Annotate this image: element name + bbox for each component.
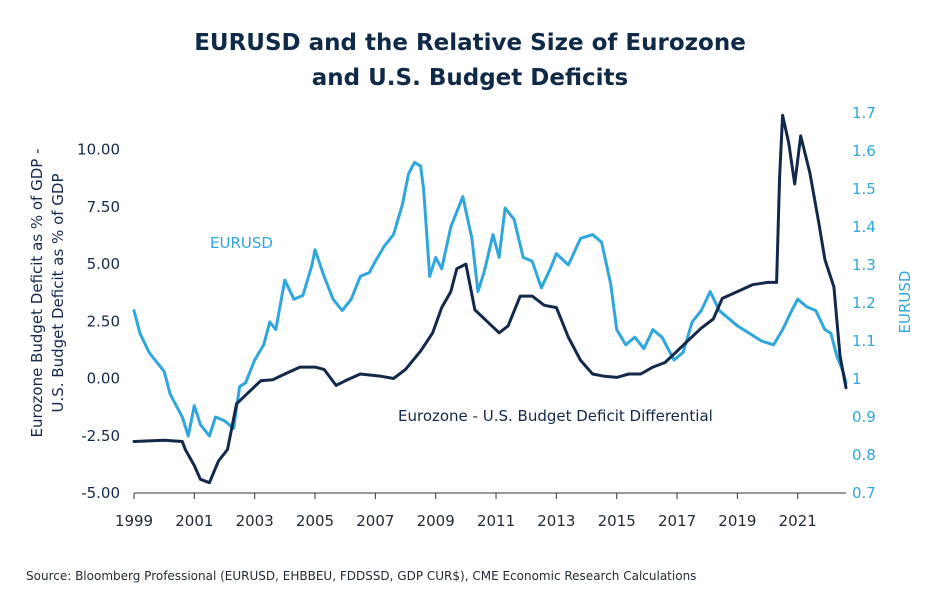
left-axis-tick-label: 10.00	[77, 141, 120, 159]
right-axis-tick-label: 1.3	[852, 256, 876, 274]
differential-series-label: Eurozone - U.S. Budget Deficit Different…	[398, 407, 713, 425]
right-axis-tick-label: 1	[852, 370, 862, 388]
right-axis-tick-label: 1.5	[852, 180, 876, 198]
eurusd-series-label: EURUSD	[210, 234, 273, 252]
x-tick-label: 2019	[718, 512, 756, 530]
x-tick-label: 1999	[115, 512, 153, 530]
x-tick-label: 2015	[598, 512, 636, 530]
series-line-eurusd	[132, 160, 848, 438]
right-axis-tick-label: 1.6	[852, 142, 876, 160]
x-tick-label: 2017	[658, 512, 696, 530]
left-axis-title: U.S. Budget Deficit as % of GDP	[49, 173, 67, 412]
series-line-differential	[132, 113, 848, 485]
x-tick-label: 2003	[236, 512, 274, 530]
x-tick-label: 2009	[417, 512, 455, 530]
right-axis-tick-label: 1.2	[852, 294, 876, 312]
left-axis-title: Eurozone Budget Deficit as % of GDP -	[28, 149, 46, 438]
x-tick-label: 2005	[296, 512, 334, 530]
left-axis-tick-label: 7.50	[87, 198, 120, 216]
x-tick-label: 2011	[477, 512, 515, 530]
chart-title-line-1: EURUSD and the Relative Size of Eurozone	[194, 30, 746, 56]
chart-title-line-2: and U.S. Budget Deficits	[311, 65, 629, 91]
source-note: Source: Bloomberg Professional (EURUSD, …	[26, 569, 697, 583]
right-axis-tick-label: 1.4	[852, 218, 876, 236]
left-axis-tick-label: -2.50	[81, 427, 120, 445]
left-axis-tick-label: 0.00	[87, 370, 120, 388]
left-axis-tick-label: 5.00	[87, 255, 120, 273]
left-axis-tick-label: 2.50	[87, 312, 120, 330]
x-tick-label: 2021	[779, 512, 817, 530]
right-axis-tick-label: 0.7	[852, 484, 876, 502]
x-tick-label: 2013	[537, 512, 575, 530]
right-axis-title: EURUSD	[896, 271, 914, 334]
right-axis-tick-label: 0.8	[852, 446, 876, 464]
right-axis-tick-label: 0.9	[852, 408, 876, 426]
x-tick-label: 2001	[175, 512, 213, 530]
left-axis-tick-label: -5.00	[81, 484, 120, 502]
chart-title: EURUSD and the Relative Size of Eurozone…	[0, 26, 940, 96]
right-axis-tick-label: 1.1	[852, 332, 876, 350]
x-tick-label: 2007	[356, 512, 394, 530]
right-axis-tick-label: 1.7	[852, 104, 876, 122]
